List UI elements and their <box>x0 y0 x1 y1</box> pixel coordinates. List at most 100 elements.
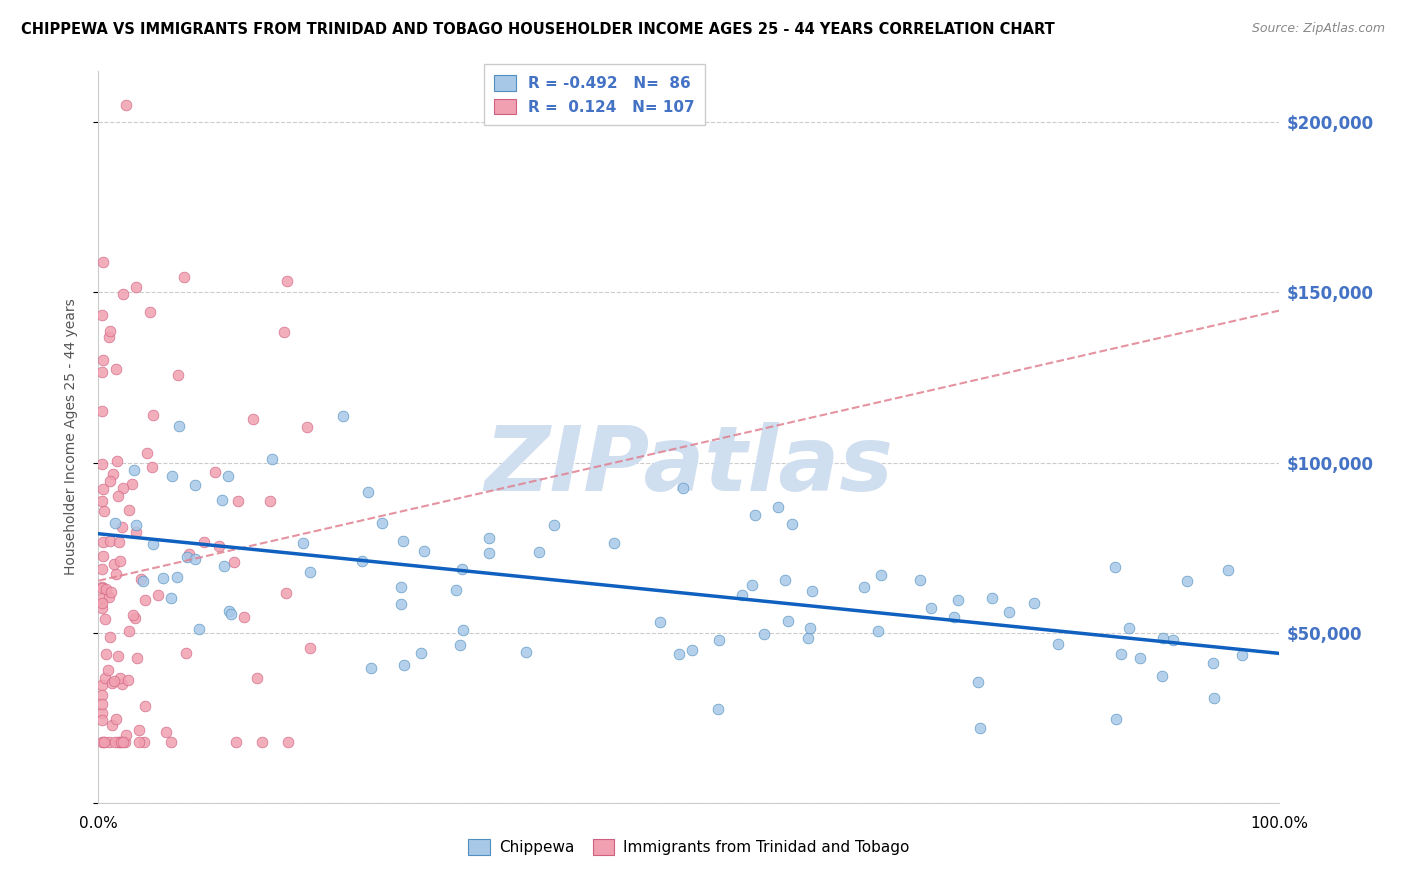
Point <box>648 615 671 629</box>
Point <box>218 604 240 618</box>
Point <box>91 457 114 471</box>
Point <box>797 631 820 645</box>
Point <box>142 536 165 550</box>
Point <box>371 516 394 530</box>
Point <box>108 671 131 685</box>
Point <box>184 552 207 566</box>
Point <box>101 675 124 690</box>
Point <box>291 536 314 550</box>
Point <box>114 98 136 112</box>
Point <box>411 646 433 660</box>
Y-axis label: Householder Income Ages 25 - 44 years: Householder Income Ages 25 - 44 years <box>63 299 77 575</box>
Point <box>997 605 1019 619</box>
Point <box>91 697 114 711</box>
Point <box>101 718 124 732</box>
Point <box>672 481 695 495</box>
Point <box>707 701 730 715</box>
Point <box>103 516 125 531</box>
Point <box>125 525 148 540</box>
Point <box>105 454 128 468</box>
Point <box>332 409 354 423</box>
Point <box>91 482 114 496</box>
Point <box>1218 563 1240 577</box>
Point <box>741 577 763 591</box>
Point <box>681 643 703 657</box>
Point <box>801 584 824 599</box>
Point <box>1202 690 1225 705</box>
Point <box>392 658 415 673</box>
Point <box>142 408 165 422</box>
Point <box>91 254 114 268</box>
Point <box>141 460 163 475</box>
Point <box>391 597 413 611</box>
Point <box>1230 648 1253 662</box>
Legend: Chippewa, Immigrants from Trinidad and Tobago: Chippewa, Immigrants from Trinidad and T… <box>463 833 915 861</box>
Point <box>105 712 128 726</box>
Point <box>259 493 281 508</box>
Point <box>242 412 264 426</box>
Point <box>412 544 434 558</box>
Point <box>111 481 134 495</box>
Point <box>138 305 160 319</box>
Point <box>226 493 249 508</box>
Point <box>91 309 114 323</box>
Point <box>176 550 198 565</box>
Point <box>134 734 156 748</box>
Point <box>169 418 191 433</box>
Point <box>357 485 380 500</box>
Point <box>91 535 114 549</box>
Point <box>515 645 537 659</box>
Point <box>97 590 120 604</box>
Point <box>449 638 471 652</box>
Point <box>104 734 127 748</box>
Point <box>91 713 114 727</box>
Point <box>124 517 146 532</box>
Point <box>96 647 118 661</box>
Point <box>122 608 145 623</box>
Point <box>744 508 766 522</box>
Point <box>110 734 132 748</box>
Point <box>780 516 803 531</box>
Point <box>105 566 128 581</box>
Point <box>946 593 969 607</box>
Point <box>91 734 114 748</box>
Point <box>91 591 114 606</box>
Point <box>966 675 988 690</box>
Point <box>250 734 273 748</box>
Point <box>107 648 129 663</box>
Point <box>731 587 754 601</box>
Point <box>451 561 474 575</box>
Point <box>91 493 114 508</box>
Point <box>752 627 775 641</box>
Point <box>768 500 790 514</box>
Point <box>121 477 143 491</box>
Point <box>112 734 135 748</box>
Point <box>543 518 565 533</box>
Point <box>128 734 150 748</box>
Point <box>132 574 155 588</box>
Point <box>298 565 321 579</box>
Point <box>969 721 991 735</box>
Point <box>107 534 129 549</box>
Point <box>152 571 174 585</box>
Point <box>225 734 247 748</box>
Point <box>173 270 195 285</box>
Point <box>187 622 209 636</box>
Point <box>160 591 183 605</box>
Point <box>707 632 730 647</box>
Point <box>276 274 298 288</box>
Point <box>128 723 150 737</box>
Point <box>177 547 200 561</box>
Point <box>97 663 120 677</box>
Point <box>908 573 931 587</box>
Point <box>134 698 156 713</box>
Point <box>262 452 284 467</box>
Point <box>273 325 295 339</box>
Point <box>94 672 117 686</box>
Point <box>222 555 245 569</box>
Point <box>94 582 117 596</box>
Point <box>134 592 156 607</box>
Point <box>91 596 114 610</box>
Point <box>360 661 382 675</box>
Point <box>478 532 501 546</box>
